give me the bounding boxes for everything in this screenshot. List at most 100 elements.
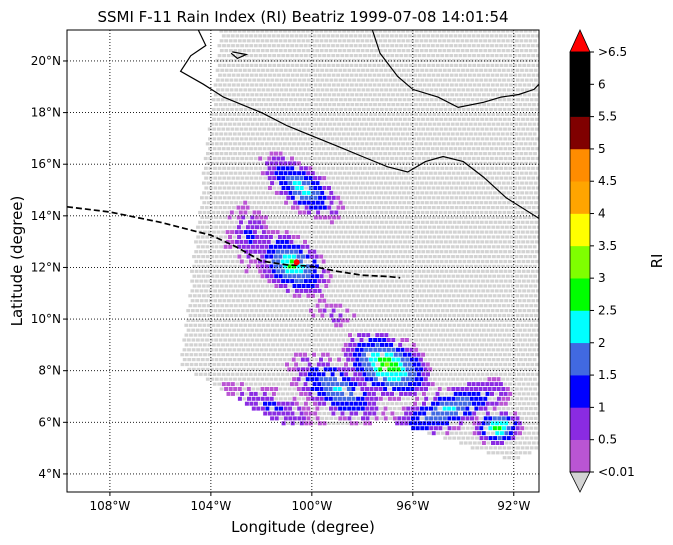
swath-cell	[246, 152, 251, 156]
swath-cell	[230, 127, 235, 131]
swath-cell	[520, 220, 525, 224]
swath-cell	[461, 323, 466, 327]
swath-cell	[450, 338, 455, 342]
swath-cell	[429, 181, 433, 185]
swath-cell	[527, 309, 531, 313]
swath-cell	[528, 49, 533, 53]
swath-cell	[432, 215, 436, 219]
swath-cell	[507, 362, 512, 367]
swath-cell	[404, 402, 408, 406]
swath-cell	[384, 107, 389, 112]
swath-cell	[356, 181, 361, 185]
swath-cell	[243, 88, 248, 92]
swath-cell	[203, 362, 208, 367]
swath-cell	[430, 353, 435, 357]
swath-cell	[271, 240, 276, 244]
swath-cell	[352, 416, 356, 420]
swath-cell	[495, 225, 500, 229]
swath-cell	[192, 264, 197, 268]
swath-cell	[439, 343, 443, 347]
swath-cell	[259, 206, 264, 210]
swath-cell	[506, 88, 511, 92]
swath-cell	[334, 353, 339, 357]
swath-cell	[350, 112, 355, 116]
swath-cell	[413, 54, 417, 58]
swath-cell	[521, 147, 526, 151]
swath-cell	[469, 39, 474, 43]
swath-cell	[226, 54, 231, 58]
swath-cell	[500, 235, 505, 239]
swath-cell	[437, 132, 442, 136]
swath-cell	[502, 313, 506, 318]
swath-cell	[462, 382, 467, 386]
swath-cell	[536, 112, 539, 116]
swath-cell	[431, 166, 435, 170]
swath-cell	[349, 299, 354, 303]
swath-cell	[326, 44, 331, 48]
swath-cell	[256, 294, 261, 298]
swath-cell	[449, 73, 454, 77]
swath-cell	[238, 49, 242, 53]
swath-cell	[434, 88, 438, 92]
swath-cell	[219, 358, 223, 362]
swath-cell	[479, 68, 483, 72]
swath-cell	[418, 196, 422, 200]
swath-cell	[392, 264, 396, 268]
swath-cell	[316, 353, 321, 357]
swath-cell	[288, 304, 293, 308]
swath-cell	[207, 250, 212, 254]
swath-cell	[530, 240, 535, 244]
swath-cell	[325, 230, 330, 234]
swath-cell	[270, 304, 275, 308]
swath-cell	[425, 323, 429, 327]
swath-cell	[286, 93, 291, 97]
swath-cell	[444, 250, 448, 254]
swath-cell	[462, 34, 467, 38]
swath-cell	[519, 397, 524, 401]
swath-cell	[413, 186, 418, 190]
swath-cell	[496, 245, 501, 249]
swath-cell	[226, 127, 230, 131]
swath-cell	[388, 181, 393, 185]
swath-cell	[385, 147, 390, 151]
swath-cell	[347, 201, 352, 205]
swath-cell	[373, 112, 378, 116]
swath-cell	[288, 78, 293, 82]
swath-cell	[416, 117, 421, 121]
swath-cell	[206, 191, 211, 195]
swath-cell	[406, 294, 411, 298]
swath-cell	[488, 323, 493, 327]
swath-cell	[535, 279, 539, 283]
swath-cell	[375, 88, 379, 92]
swath-cell	[362, 240, 366, 244]
swath-cell	[376, 289, 381, 293]
swath-cell	[463, 206, 468, 210]
swath-cell	[388, 88, 393, 92]
swath-cell	[440, 279, 444, 283]
swath-cell	[516, 220, 521, 224]
swath-cell	[445, 215, 450, 219]
swath-cell	[199, 289, 204, 293]
swath-cell	[485, 156, 490, 161]
swath-cell	[308, 156, 313, 161]
swath-cell	[297, 304, 302, 308]
swath-cell	[526, 372, 530, 376]
swath-cell	[280, 372, 285, 376]
swath-cell	[460, 171, 465, 175]
swath-cell	[371, 156, 376, 161]
swath-cell	[360, 264, 365, 268]
swath-cell	[442, 171, 447, 175]
swath-cell	[261, 304, 265, 308]
swath-cell	[432, 235, 437, 239]
swath-cell	[420, 201, 425, 205]
swath-cell	[186, 328, 191, 332]
swath-cell	[382, 255, 387, 259]
swath-cell	[527, 225, 532, 229]
swath-cell	[483, 49, 488, 53]
swath-cell	[442, 387, 447, 391]
swath-cell	[526, 63, 531, 67]
swath-cell	[537, 235, 539, 239]
swath-cell	[428, 161, 433, 165]
swath-cell	[519, 407, 524, 411]
swath-cell	[209, 225, 214, 229]
